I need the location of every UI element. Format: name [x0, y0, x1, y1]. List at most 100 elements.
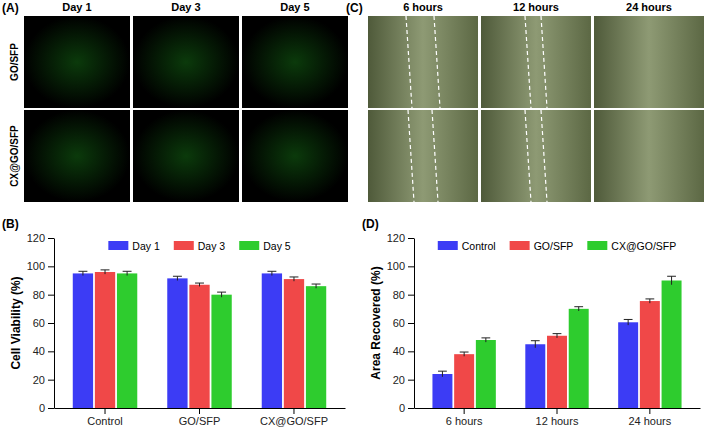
legend: Control GO/SFP CX@GO/SFP: [438, 240, 676, 252]
tick-label: 80: [33, 289, 45, 301]
wound-edge: [406, 16, 412, 108]
micrograph: [24, 16, 130, 108]
micrograph: [368, 16, 478, 108]
error-stem: [105, 270, 106, 274]
bar: [662, 281, 682, 409]
error-bar: [312, 284, 321, 288]
tick-mark: [408, 238, 414, 239]
error-bar: [78, 271, 87, 275]
tick-label: Control: [87, 415, 122, 427]
tick-label: 0: [39, 402, 45, 414]
tick-mark: [48, 295, 54, 296]
tick-mark: [408, 323, 414, 324]
tick: 80: [33, 289, 54, 301]
tick-mark: [199, 408, 200, 414]
legend-label: GO/SFP: [534, 240, 574, 252]
error-stem: [271, 271, 272, 275]
panel-label: (C): [346, 1, 363, 15]
column-label: Day 5: [280, 1, 309, 13]
tick: 40: [33, 345, 54, 357]
bar: [284, 279, 304, 408]
legend: Day 1Day 3Day 5: [108, 240, 290, 252]
error-bar: [624, 319, 633, 325]
legend-swatch: [587, 241, 607, 250]
error-stem: [535, 341, 536, 348]
error-bar: [195, 283, 204, 286]
tick: 120: [387, 232, 414, 244]
column-label: 24 hours: [626, 1, 672, 13]
legend-swatch: [510, 241, 530, 250]
plot-area: [432, 276, 681, 408]
micrograph: [242, 16, 348, 108]
legend-label: Control: [462, 240, 496, 252]
legend-swatch: [108, 241, 128, 250]
error-cap: [101, 269, 110, 270]
error-cap: [78, 271, 87, 272]
legend-label: CX@GO/SFP: [611, 240, 676, 252]
wound-edge: [434, 16, 440, 108]
error-bar: [267, 271, 276, 275]
tick-label: 120: [27, 232, 45, 244]
plot-area: [73, 270, 326, 408]
panel-label: (B): [2, 217, 19, 231]
error-cap: [667, 276, 676, 277]
tick-mark: [48, 266, 54, 267]
image-panel: (C)6 hours12 hours24 hours: [346, 1, 704, 202]
bar-chart: 0204060801001206 hours12 hours24 hoursAr…: [362, 217, 701, 427]
tick: Control: [87, 408, 122, 427]
tick-mark: [48, 408, 54, 409]
error-bar: [574, 307, 583, 311]
tick: 100: [387, 260, 414, 272]
tick-mark: [408, 266, 414, 267]
tick: 40: [393, 345, 414, 357]
wound-edge: [541, 16, 547, 108]
bar: [618, 322, 638, 408]
error-stem: [464, 352, 465, 356]
tick-label: 100: [387, 260, 405, 272]
y-axis: 020406080100120: [387, 232, 415, 414]
legend-item: CX@GO/SFP: [587, 240, 676, 252]
bar: [211, 295, 231, 408]
wound-edge: [408, 110, 414, 202]
error-bar: [481, 338, 490, 342]
micrograph: [481, 16, 591, 108]
bar-chart: 020406080100120ControlGO/SFPCX@GO/SFPCel…: [2, 217, 346, 427]
micrograph: [368, 110, 478, 202]
tick-mark: [649, 408, 650, 414]
legend-swatch: [174, 241, 194, 250]
row-label: CX@GO/SFP: [9, 125, 20, 187]
tick: 100: [27, 260, 54, 272]
error-bar: [553, 334, 562, 338]
error-cap: [531, 340, 540, 341]
legend-item: Day 5: [239, 240, 291, 252]
error-stem: [557, 334, 558, 338]
legend-item: Control: [438, 240, 496, 252]
tick: 12 hours: [536, 408, 579, 427]
bar: [476, 340, 496, 408]
axis-line: [414, 239, 415, 409]
error-cap: [553, 333, 562, 334]
wound-edge: [525, 16, 531, 108]
tick-label: 60: [393, 317, 405, 329]
wound-edge: [525, 110, 531, 202]
tick-mark: [105, 408, 106, 414]
error-stem: [293, 277, 294, 281]
tick: 20: [33, 374, 54, 386]
tick-mark: [48, 323, 54, 324]
tick: 120: [27, 232, 54, 244]
error-cap: [173, 276, 182, 277]
tick-mark: [557, 408, 558, 414]
error-stem: [649, 299, 650, 303]
legend-label: Day 5: [263, 240, 291, 252]
column-label: Day 3: [171, 1, 200, 13]
bar: [569, 309, 589, 408]
tick: 6 hours: [446, 408, 483, 427]
error-bar: [667, 276, 676, 285]
tick-label: 40: [393, 345, 405, 357]
x-axis: 6 hours12 hours24 hours: [415, 408, 701, 427]
error-cap: [481, 337, 490, 338]
tick-label: 60: [33, 317, 45, 329]
tick-mark: [48, 351, 54, 352]
error-bar: [645, 299, 654, 303]
error-stem: [177, 276, 178, 280]
